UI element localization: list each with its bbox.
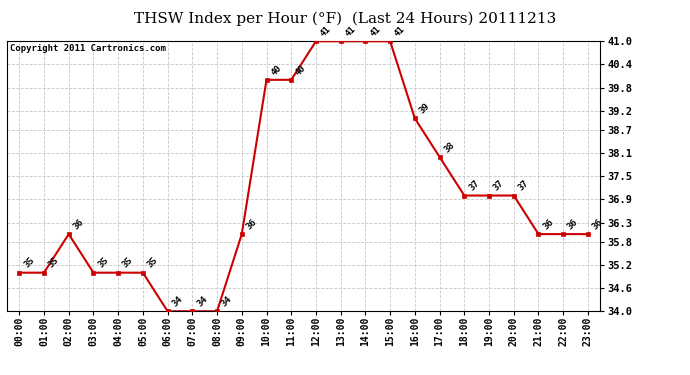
Text: THSW Index per Hour (°F)  (Last 24 Hours) 20111213: THSW Index per Hour (°F) (Last 24 Hours)…	[134, 11, 556, 26]
Text: 35: 35	[146, 256, 159, 270]
Text: 34: 34	[220, 294, 234, 309]
Text: 39: 39	[417, 102, 432, 115]
Text: Copyright 2011 Cartronics.com: Copyright 2011 Cartronics.com	[10, 44, 166, 53]
Text: 38: 38	[442, 140, 456, 154]
Text: 41: 41	[368, 24, 382, 39]
Text: 36: 36	[72, 217, 86, 231]
Text: 41: 41	[319, 24, 333, 39]
Text: 37: 37	[492, 179, 506, 193]
Text: 41: 41	[393, 24, 407, 39]
Text: 35: 35	[121, 256, 135, 270]
Text: 37: 37	[517, 179, 531, 193]
Text: 36: 36	[541, 217, 555, 231]
Text: 34: 34	[195, 294, 209, 309]
Text: 40: 40	[269, 63, 284, 77]
Text: 36: 36	[244, 217, 259, 231]
Text: 36: 36	[591, 217, 604, 231]
Text: 40: 40	[294, 63, 308, 77]
Text: 35: 35	[47, 256, 61, 270]
Text: 36: 36	[566, 217, 580, 231]
Text: 41: 41	[344, 24, 357, 39]
Text: 37: 37	[467, 179, 481, 193]
Text: 34: 34	[170, 294, 184, 309]
Text: 35: 35	[96, 256, 110, 270]
Text: 35: 35	[22, 256, 36, 270]
